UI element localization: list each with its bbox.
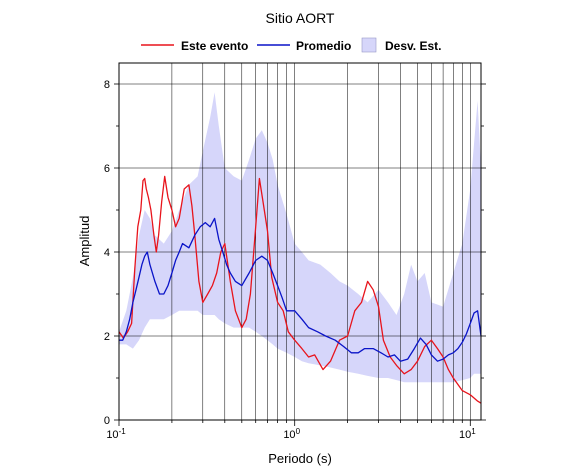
y-tick-label: 2 bbox=[104, 331, 110, 343]
y-tick-label: 6 bbox=[104, 163, 110, 175]
y-axis-label: Amplitud bbox=[77, 216, 92, 267]
std-dev-band bbox=[119, 92, 481, 383]
legend-swatch-desv-est bbox=[361, 37, 377, 53]
legend-label-promedio: Promedio bbox=[296, 39, 351, 53]
legend: Este evento Promedio Desv. Est. bbox=[141, 37, 441, 53]
series-layer bbox=[118, 175, 482, 404]
axis-ticks: 10-1 100 101 0 2 4 6 8 bbox=[104, 79, 486, 441]
x-tick-label: 100 bbox=[283, 427, 300, 441]
series-line-promedio bbox=[119, 217, 482, 362]
x-tick-label: 10-1 bbox=[106, 427, 126, 441]
x-axis-label: Periodo (s) bbox=[268, 451, 332, 466]
x-tick-label: 101 bbox=[459, 427, 476, 441]
legend-label-este-evento: Este evento bbox=[181, 39, 248, 53]
chart-title: Sitio AORT bbox=[266, 10, 335, 26]
legend-label-desv-est: Desv. Est. bbox=[385, 39, 441, 53]
plot-frame bbox=[118, 62, 482, 421]
y-tick-label: 0 bbox=[104, 415, 110, 427]
series-line-este-evento bbox=[118, 175, 482, 404]
y-tick-label: 8 bbox=[104, 79, 110, 91]
y-tick-label: 4 bbox=[104, 247, 110, 259]
std-dev-band-layer bbox=[119, 92, 481, 383]
